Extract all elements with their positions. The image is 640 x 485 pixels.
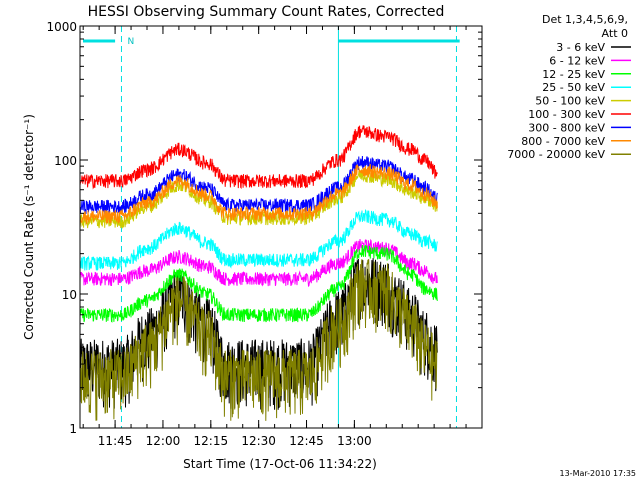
y-tick-label: 100 [54, 154, 77, 168]
chart-title: HESSI Observing Summary Count Rates, Cor… [88, 4, 445, 20]
legend-entry-label: 3 - 6 keV [556, 41, 605, 54]
series-line-12-25-kev [79, 244, 438, 323]
legend-entry-label: 6 - 12 keV [549, 54, 605, 67]
legend-entry-label: 50 - 100 keV [535, 95, 605, 108]
x-axis-label: Start Time (17-Oct-06 11:34:22) [183, 457, 377, 471]
x-tick-label: 12:00 [146, 434, 181, 448]
series-line-300-800-kev [79, 155, 438, 215]
series-lines [79, 125, 438, 421]
axes: 11:45 12:00 12:15 12:30 12:45 13:00 1 10 100 1000 [46, 20, 482, 448]
x-tick-label: 12:15 [194, 434, 229, 448]
series-line-100-300-kev [79, 125, 438, 190]
legend-entry-label: 12 - 25 keV [542, 68, 605, 81]
night-marker-label: N [127, 37, 134, 47]
legend-header-line-1: Det 1,3,4,5,6,9, [542, 13, 628, 26]
y-axis-label: Corrected Count Rate (s⁻¹ detector⁻¹) [22, 114, 36, 340]
y-tick-label: 1000 [46, 20, 77, 34]
x-tick-label: 13:00 [337, 434, 372, 448]
legend-entry-label: 7000 - 20000 keV [507, 148, 605, 161]
y-tick-label: 1 [69, 422, 77, 436]
x-tick-label: 12:45 [289, 434, 324, 448]
legend-entry-label: 300 - 800 keV [528, 121, 605, 134]
series-line-25-50-kev [79, 208, 438, 271]
series-line-7000-20000-kev [79, 259, 438, 421]
legend-entry-label: 100 - 300 keV [528, 108, 605, 121]
y-tick-label: 10 [62, 288, 77, 302]
series-line-800-7000-kev [79, 163, 438, 225]
legend-header-line-2: Att 0 [602, 27, 628, 40]
x-tick-label: 11:45 [98, 434, 133, 448]
plot-frame [79, 25, 483, 429]
legend-entry-label: 25 - 50 keV [542, 81, 605, 94]
x-tick-label: 12:30 [241, 434, 276, 448]
legend-entry-label: 800 - 7000 keV [521, 135, 605, 148]
timestamp: 13-Mar-2010 17:35 [560, 469, 637, 478]
series-line-6-12-kev [79, 238, 438, 287]
